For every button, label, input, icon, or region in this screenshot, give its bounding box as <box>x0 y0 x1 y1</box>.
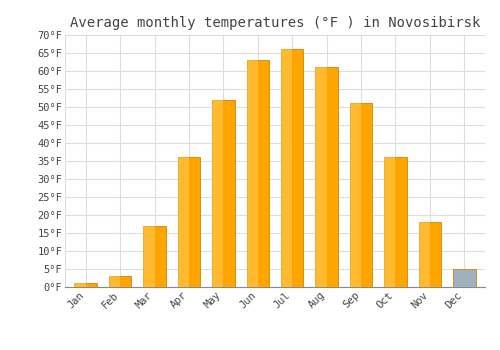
Bar <box>178 158 189 287</box>
Bar <box>384 158 396 287</box>
Bar <box>316 68 338 287</box>
Bar <box>109 276 132 287</box>
Bar <box>144 226 154 287</box>
Bar <box>246 60 269 287</box>
Bar <box>144 226 166 287</box>
Title: Average monthly temperatures (°F ) in Novosibirsk: Average monthly temperatures (°F ) in No… <box>70 16 480 30</box>
Bar <box>74 284 86 287</box>
Bar <box>109 276 120 287</box>
Bar <box>281 49 292 287</box>
Bar <box>212 100 224 287</box>
Bar <box>350 103 361 287</box>
Bar <box>74 284 97 287</box>
Bar <box>212 100 234 287</box>
Bar <box>178 158 200 287</box>
Bar <box>281 49 303 287</box>
Bar <box>453 269 475 287</box>
Bar <box>316 68 326 287</box>
Bar <box>418 222 441 287</box>
Bar <box>384 158 406 287</box>
Bar <box>246 60 258 287</box>
Bar <box>418 222 430 287</box>
Bar <box>350 103 372 287</box>
